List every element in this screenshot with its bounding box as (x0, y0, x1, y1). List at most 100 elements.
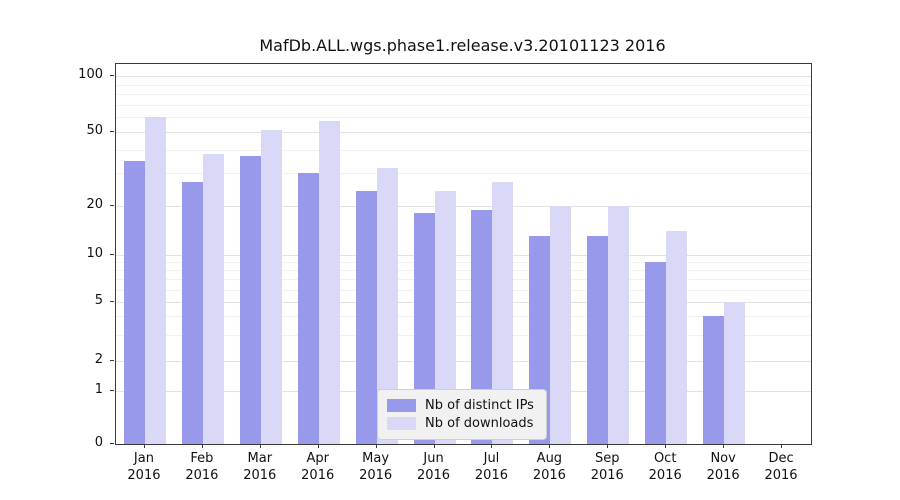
xtick-line: Jan (133, 451, 154, 466)
minor-gridline (116, 173, 811, 175)
bar-distinct-ips (587, 236, 609, 444)
legend-row: Nb of downloads (387, 416, 534, 431)
major-gridline (116, 132, 811, 133)
xtick-line: Aug (536, 451, 563, 466)
ytick-label: 5 (94, 293, 103, 308)
chart-title: MafDb.ALL.wgs.phase1.release.v3.20101123… (259, 36, 666, 55)
minor-gridline (116, 270, 811, 272)
ytick-label: 1 (94, 382, 103, 397)
xtick-line: 2016 (532, 468, 566, 483)
xtick-line: 2016 (416, 468, 451, 483)
minor-gridline (116, 84, 811, 86)
minor-gridline (116, 262, 811, 264)
ytick-mark (110, 390, 114, 391)
xtick-line: Sep (595, 451, 620, 466)
minor-gridline (116, 117, 811, 119)
xtick-label: Jan 2016 (109, 450, 179, 484)
xtick-line: Jul (483, 451, 500, 466)
plot-area (115, 63, 812, 445)
bar-downloads (376, 168, 398, 444)
minor-gridline (116, 94, 811, 96)
xtick-line: 2016 (648, 468, 682, 483)
ytick-mark (110, 75, 114, 76)
xtick-line: 2016 (301, 468, 335, 483)
bar-downloads (202, 154, 224, 444)
legend-label: Nb of distinct IPs (425, 398, 534, 413)
ytick-label: 50 (86, 123, 103, 138)
ytick-mark (110, 205, 114, 206)
ytick-mark (110, 254, 114, 255)
xtick-label: Mar 2016 (225, 450, 295, 484)
minor-gridline (116, 104, 811, 106)
xtick-line: 2016 (764, 468, 798, 483)
xtick-label: Oct 2016 (630, 450, 700, 484)
xtick-line: 2016 (185, 468, 219, 483)
major-gridline (116, 302, 811, 303)
ytick-label: 2 (94, 352, 103, 367)
xtick-label: Feb 2016 (167, 450, 237, 484)
major-gridline (116, 255, 811, 256)
ytick-label: 20 (86, 197, 103, 212)
ytick-mark (110, 360, 114, 361)
bar-downloads (724, 302, 746, 444)
bar-downloads (434, 191, 456, 444)
bar-distinct-ips (471, 209, 493, 444)
bar-distinct-ips (645, 262, 667, 444)
xtick-line: Mar (247, 451, 273, 466)
bar-distinct-ips (123, 160, 145, 444)
xtick-label: Aug 2016 (514, 450, 584, 484)
ytick-label: 10 (86, 246, 103, 261)
bar-distinct-ips (239, 156, 261, 444)
ytick-mark (110, 301, 114, 302)
xtick-label: Dec 2016 (746, 450, 816, 484)
xtick-label: Sep 2016 (572, 450, 642, 484)
xtick-line: 2016 (127, 468, 161, 483)
legend-swatch-downloads (387, 417, 416, 430)
legend-row: Nb of distinct IPs (387, 398, 534, 413)
minor-gridline (116, 316, 811, 318)
legend: Nb of distinct IPs Nb of downloads (377, 389, 547, 440)
legend-label: Nb of downloads (425, 416, 534, 431)
xtick-line: Oct (653, 451, 677, 466)
xtick-line: 2016 (706, 468, 740, 483)
major-gridline (116, 206, 811, 207)
bar-distinct-ips (703, 316, 725, 444)
xtick-label: May 2016 (341, 450, 411, 484)
bar-distinct-ips (297, 173, 319, 444)
xtick-line: Feb (190, 451, 214, 466)
bar-distinct-ips (181, 181, 203, 444)
bar-downloads (318, 121, 340, 444)
minor-gridline (116, 334, 811, 336)
xtick-line: 2016 (359, 468, 393, 483)
xtick-line: 2016 (243, 468, 277, 483)
xtick-label: Apr 2016 (283, 450, 353, 484)
bar-downloads (608, 206, 630, 444)
ytick-label: 100 (78, 67, 103, 82)
xtick-line: Nov (710, 451, 736, 466)
xtick-line: Jun (423, 451, 444, 466)
xtick-line: 2016 (590, 468, 624, 483)
xtick-label: Nov 2016 (688, 450, 758, 484)
xtick-label: Jun 2016 (399, 450, 469, 484)
bar-downloads (260, 130, 282, 444)
major-gridline (116, 361, 811, 362)
xtick-line: Dec (768, 451, 794, 466)
bar-downloads (492, 181, 514, 444)
bar-downloads (550, 206, 572, 444)
bar-distinct-ips (355, 191, 377, 444)
minor-gridline (116, 150, 811, 152)
bar-distinct-ips (413, 213, 435, 444)
major-gridline (116, 76, 811, 77)
minor-gridline (116, 289, 811, 291)
minor-gridline (116, 279, 811, 281)
xtick-line: May (362, 451, 390, 466)
ytick-mark (110, 443, 114, 444)
legend-swatch-distinct-ips (387, 399, 416, 412)
xtick-line: 2016 (474, 468, 508, 483)
xtick-line: Apr (306, 451, 329, 466)
ytick-label: 0 (94, 435, 103, 450)
bar-downloads (144, 117, 166, 444)
xtick-label: Jul 2016 (456, 450, 526, 484)
ytick-mark (110, 131, 114, 132)
